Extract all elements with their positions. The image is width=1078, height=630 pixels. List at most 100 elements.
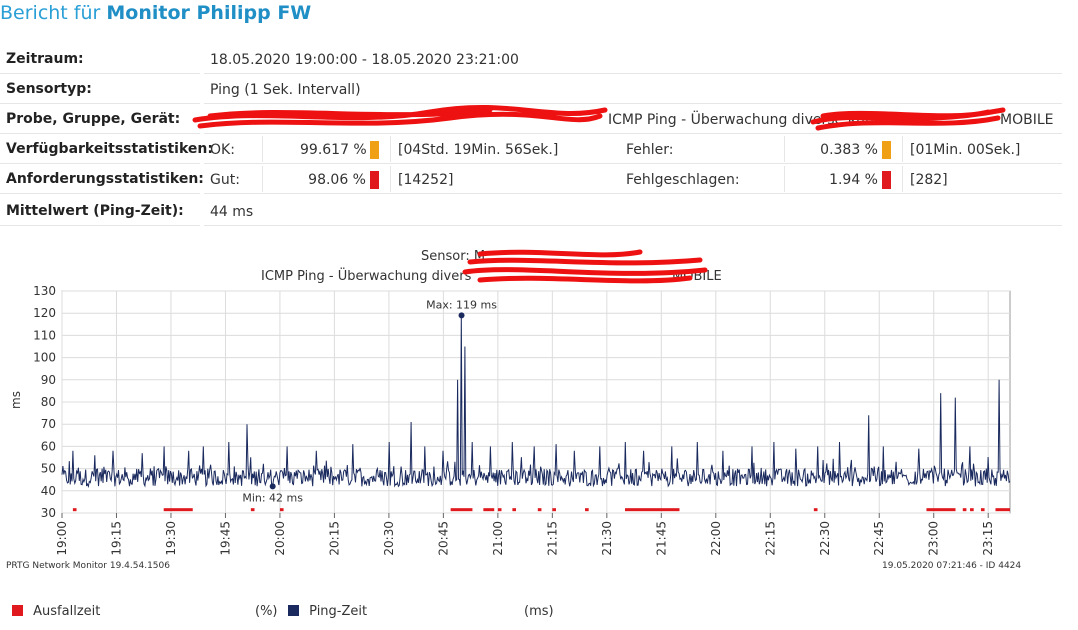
x-tick-label: 20:00 (273, 521, 287, 556)
footer-timestamp: 19.05.2020 07:21:46 - ID 4424 (882, 561, 1022, 571)
outage-mark (585, 508, 589, 512)
outage-mark (450, 508, 473, 512)
y-tick-label: 40 (41, 484, 56, 498)
max-label: Max: 119 ms (426, 298, 497, 311)
sensortype-label: Sensortyp: (6, 81, 92, 97)
min-point (269, 483, 276, 490)
outage-mark (995, 508, 1010, 512)
max-point (458, 312, 465, 319)
chart-grid (61, 290, 1011, 518)
y-tick-label: 80 (41, 395, 56, 409)
mean-value: 44 ms (210, 204, 254, 220)
row-availability: Verfügbarkeitsstatistiken: OK: 99.617 % … (0, 134, 1062, 164)
outage-mark (926, 508, 956, 512)
x-tick-label: 19:15 (109, 521, 123, 556)
x-axis-ticks: 19:00 19:15 19:30 19:45 20:00 20:15 20:30 20:45… (55, 521, 995, 556)
outage-mark (980, 508, 985, 512)
chart-annotations: Max: 119 ms Min: 42 ms (242, 298, 497, 504)
title-prefix: Bericht für (0, 2, 101, 24)
x-tick-label: 22:15 (763, 521, 777, 556)
x-tick-label: 20:15 (327, 521, 341, 556)
redaction-scribble (192, 105, 608, 129)
legend-outage: Ausfallzeit (12, 604, 100, 619)
footer-app-version: PRTG Network Monitor 19.4.54.1506 (6, 561, 170, 571)
outage-mark (163, 508, 193, 512)
probe-suffix: MOBILE (1000, 112, 1054, 128)
outage-markers (72, 508, 1010, 512)
x-tick-label: 19:30 (164, 521, 178, 556)
outage-mark (962, 508, 967, 512)
period-value: 18.05.2020 19:00:00 - 18.05.2020 23:21:0… (210, 52, 519, 68)
probe-label: Probe, Gruppe, Gerät: (6, 111, 181, 127)
outage-mark (537, 508, 542, 512)
outage-mark (552, 508, 556, 512)
y-tick-label: 70 (41, 417, 56, 431)
chart-title-redaction (462, 249, 708, 284)
availability-ok-label: OK: (210, 142, 235, 158)
requests-fail-label: Fehlgeschlagen: (626, 172, 740, 188)
outage-mark (813, 508, 818, 512)
y-tick-label: 90 (41, 373, 56, 387)
row-sensortype: Sensortyp: Ping (1 Sek. Intervall) (0, 74, 1062, 104)
availability-label: Verfügbarkeitsstatistiken: (6, 141, 213, 157)
y-tick-label: 30 (41, 506, 56, 520)
y-tick-label: 60 (41, 439, 56, 453)
y-tick-label: 130 (33, 284, 56, 298)
legend-ping-unit: (ms) (524, 604, 554, 619)
x-tick-label: 21:15 (545, 521, 559, 556)
outage-mark (970, 508, 974, 512)
y-tick-label: 100 (33, 351, 56, 365)
x-tick-label: 22:00 (709, 521, 723, 556)
x-tick-label: 23:15 (981, 521, 995, 556)
outage-mark (72, 508, 77, 512)
legend-ping-swatch (288, 605, 299, 616)
legend-ping: Ping-Zeit (288, 604, 367, 619)
y-tick-label: 110 (33, 328, 56, 342)
legend-outage-swatch (12, 605, 23, 616)
requests-label: Anforderungsstatistiken: (6, 171, 204, 187)
requests-fail-count: [282] (910, 172, 948, 188)
x-tick-label: 19:45 (218, 521, 232, 556)
page-title: Bericht für Monitor Philipp FW (0, 2, 311, 24)
requests-good-indicator (370, 171, 379, 189)
x-tick-label: 21:00 (491, 521, 505, 556)
x-tick-label: 23:00 (927, 521, 941, 556)
y-tick-label: 120 (33, 306, 56, 320)
outage-mark (497, 508, 502, 512)
y-axis-ticks: 30 40 50 60 70 80 90 100 110 120 130 (33, 284, 56, 520)
sensortype-value: Ping (1 Sek. Intervall) (210, 82, 361, 98)
row-requests: Anforderungsstatistiken: Gut: 98.06 % [1… (0, 164, 1062, 194)
chart-title-line2: ICMP Ping - Überwachung divers (261, 269, 472, 284)
availability-ok-indicator (370, 141, 379, 159)
ping-series-line (61, 315, 1011, 489)
outage-mark (483, 508, 495, 512)
redaction-scribble-2 (810, 107, 1006, 131)
x-tick-label: 21:30 (600, 521, 614, 556)
requests-fail-indicator (882, 171, 891, 189)
outage-mark (624, 508, 680, 512)
requests-good-count: [14252] (398, 172, 454, 188)
requests-good-label: Gut: (210, 172, 240, 188)
mean-label: Mittelwert (Ping-Zeit): (6, 203, 184, 219)
availability-error-label: Fehler: (626, 142, 674, 158)
availability-error-pct: 0.383 % (820, 142, 878, 158)
outage-mark (279, 508, 284, 512)
legend-outage-label: Ausfallzeit (33, 604, 101, 619)
requests-fail-pct: 1.94 % (829, 172, 878, 188)
row-probe: Probe, Gruppe, Gerät: ICMP Ping - Überwa… (0, 104, 1062, 134)
availability-ok-time: [04Std. 19Min. 56Sek.] (398, 142, 559, 158)
availability-error-indicator (882, 141, 891, 159)
y-tick-label: 50 (41, 462, 56, 476)
row-period: Zeitraum: 18.05.2020 19:00:00 - 18.05.20… (0, 44, 1062, 74)
outage-mark (250, 508, 255, 512)
availability-error-time: [01Min. 00Sek.] (910, 142, 1021, 158)
x-tick-label: 21:45 (654, 521, 668, 556)
min-label: Min: 42 ms (242, 491, 303, 504)
x-tick-label: 20:45 (436, 521, 450, 556)
outage-mark (512, 508, 517, 512)
title-device: Monitor Philipp FW (106, 2, 312, 24)
plot-frame (61, 290, 1011, 514)
requests-good-pct: 98.06 % (308, 172, 366, 188)
x-tick-label: 20:30 (382, 521, 396, 556)
legend-outage-unit: (%) (255, 604, 278, 619)
